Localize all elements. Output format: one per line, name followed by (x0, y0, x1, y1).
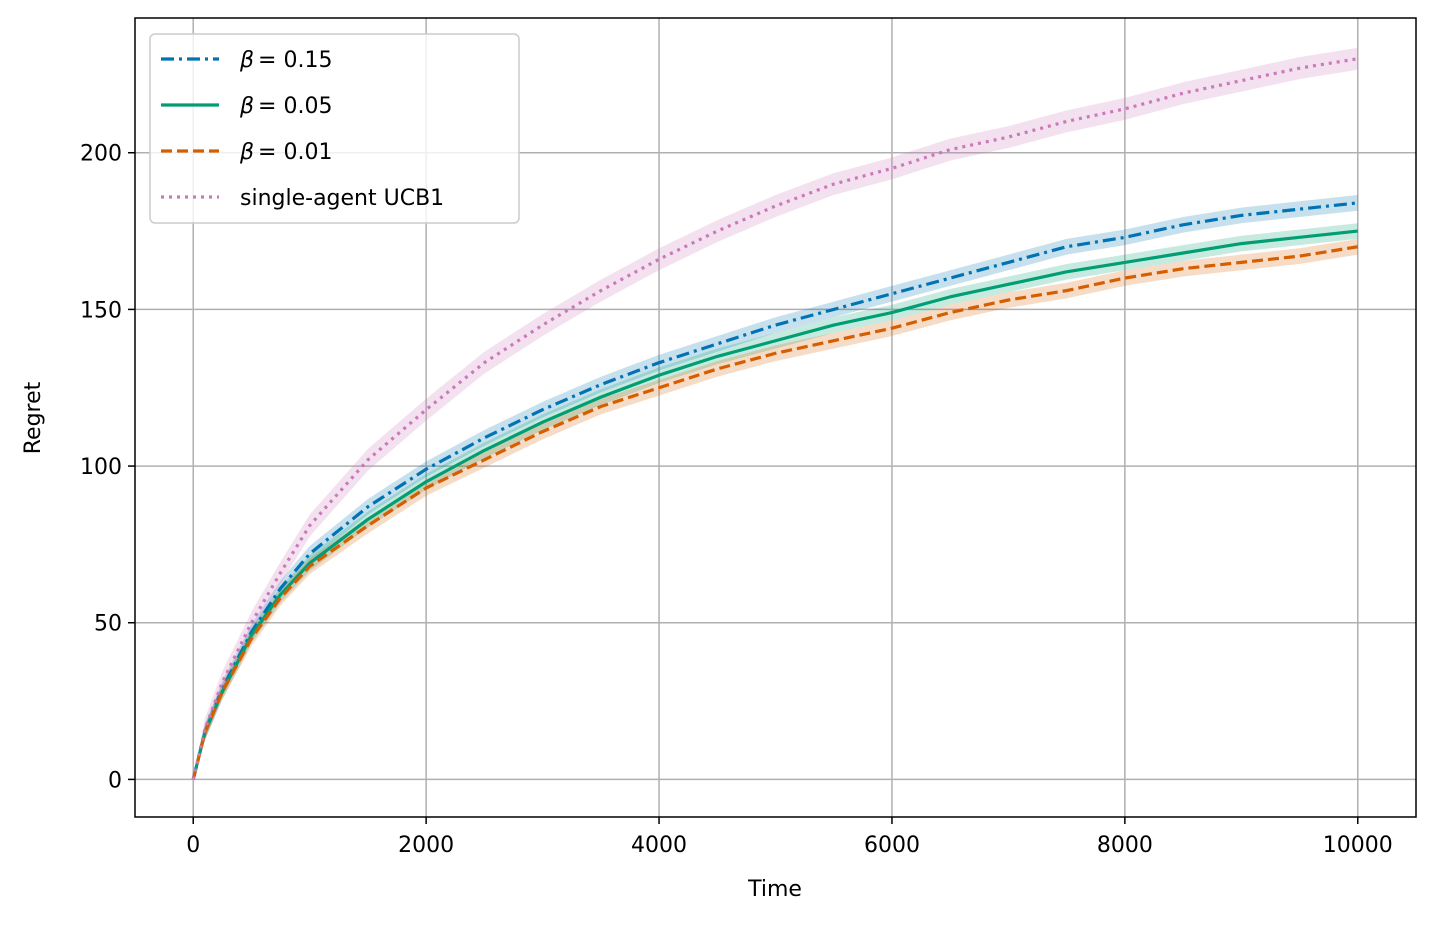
x-tick-label: 6000 (864, 833, 920, 858)
series-band (193, 195, 1358, 780)
x-tick-label: 2000 (398, 833, 454, 858)
legend-value: = 0.15 (258, 48, 332, 73)
legend-symbol: β (239, 140, 254, 165)
legend-value: single-agent UCB1 (240, 186, 444, 211)
axis-ticks: 0 2000 4000 6000 8000 10000 0 50 100 150 200 (80, 142, 1393, 858)
legend-label: β = 0.01 (239, 140, 332, 165)
plot-frame (134, 17, 1417, 818)
series-band (193, 223, 1358, 780)
series-lines (191, 57, 1359, 780)
legend-symbol: β (239, 94, 254, 119)
x-tick-label: 10000 (1323, 833, 1393, 858)
legend-label: β = 0.15 (239, 48, 332, 73)
series-line (191, 57, 1359, 780)
y-tick-label: 200 (80, 142, 122, 167)
legend-symbol: β (239, 48, 254, 73)
y-axis-label: Regret (21, 381, 46, 454)
y-tick-label: 50 (94, 612, 122, 637)
y-tick-label: 150 (80, 298, 122, 323)
y-tick-label: 100 (80, 455, 122, 480)
x-tick-label: 8000 (1097, 833, 1153, 858)
legend-box (149, 33, 520, 224)
x-tick-label: 4000 (631, 833, 687, 858)
x-tick-label: 0 (186, 833, 200, 858)
legend-label: β = 0.05 (239, 94, 332, 119)
series-band (193, 47, 1358, 780)
series-line (191, 201, 1358, 780)
series-line (191, 245, 1359, 780)
x-axis-label: Time (747, 877, 802, 902)
legend-value: = 0.05 (258, 94, 332, 119)
series-line (191, 229, 1358, 780)
y-tick-label: 0 (108, 768, 122, 793)
confidence-bands (193, 47, 1358, 780)
legend-label: single-agent UCB1 (240, 186, 444, 211)
series-band (193, 238, 1358, 780)
legend-value: = 0.01 (258, 140, 332, 165)
